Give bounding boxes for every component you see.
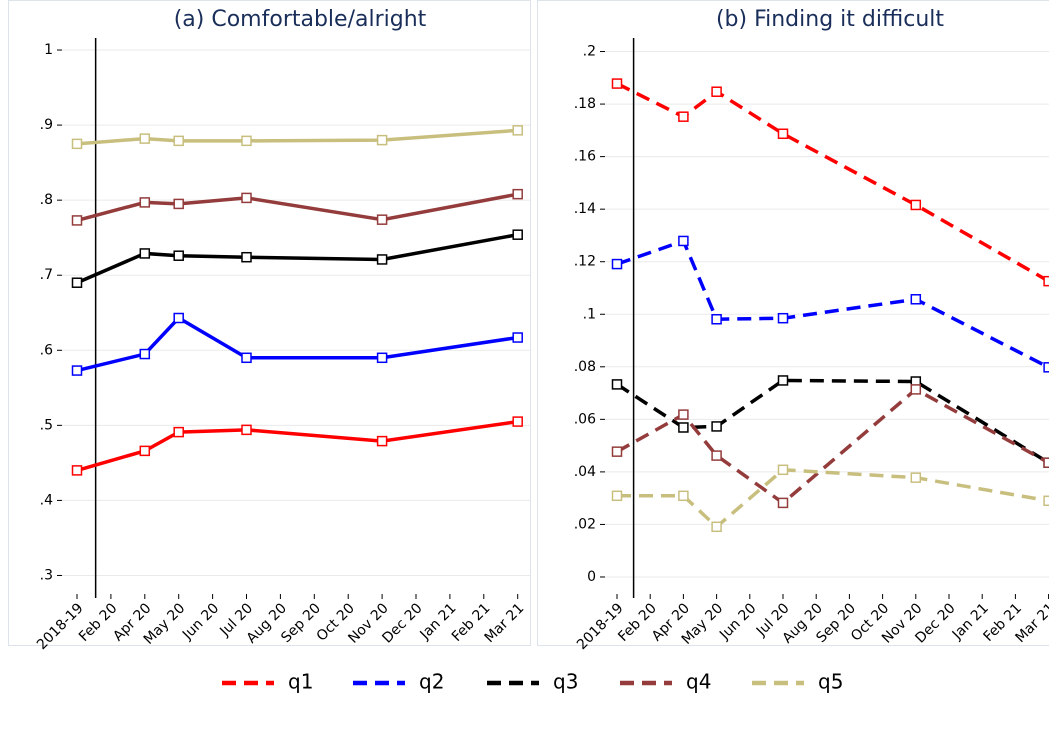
data-point [139, 248, 151, 259]
data-point [910, 294, 922, 305]
series-line [617, 468, 1049, 530]
data-point [611, 446, 623, 457]
data-point [376, 134, 388, 146]
data-point [777, 464, 789, 476]
data-point [1043, 275, 1049, 287]
y-tick-label: .9 [40, 117, 53, 133]
y-tick-label: .7 [40, 267, 53, 283]
y-tick-label: .5 [40, 417, 53, 433]
y-tick-label: .8 [40, 192, 53, 208]
data-point [611, 379, 623, 390]
data-point [1043, 495, 1049, 507]
data-point [777, 375, 789, 386]
panel-title: (b) Finding it difficult [716, 7, 944, 32]
data-point [173, 426, 184, 438]
data-point [139, 197, 151, 208]
y-tick-label: 0 [587, 569, 596, 585]
data-point [910, 384, 922, 395]
y-tick-label: .3 [40, 567, 53, 583]
data-point [241, 251, 252, 263]
data-point [512, 416, 523, 427]
panel-frame [537, 0, 1049, 646]
data-point [678, 111, 689, 122]
data-point [512, 332, 523, 343]
data-point [139, 133, 151, 144]
data-point [241, 135, 252, 147]
series-line [616, 82, 1049, 283]
y-tick-label: 1 [44, 42, 53, 58]
series-line [76, 192, 519, 223]
data-point [241, 192, 252, 204]
y-tick-label: .14 [574, 201, 596, 217]
legend-label: q3 [553, 670, 578, 694]
data-point [139, 348, 151, 360]
data-point [910, 472, 922, 483]
data-point [711, 450, 722, 461]
series-line [76, 315, 518, 373]
data-point [678, 422, 689, 433]
y-tick-label: .16 [574, 149, 596, 165]
panel-frame [8, 0, 531, 646]
data-point [611, 258, 623, 270]
data-point [71, 465, 83, 476]
series-line [76, 419, 518, 473]
data-point [711, 313, 722, 325]
y-tick-label: .06 [574, 411, 596, 427]
data-point [71, 365, 83, 376]
data-point [512, 188, 523, 200]
data-point [71, 138, 83, 150]
data-point [777, 497, 789, 509]
data-point [711, 521, 722, 533]
data-point [139, 445, 151, 457]
y-tick-label: .02 [574, 516, 596, 532]
data-point [376, 435, 388, 447]
data-point [173, 312, 184, 324]
data-point [1043, 457, 1049, 468]
data-point [376, 254, 388, 265]
series-line [76, 128, 518, 146]
data-point [1043, 362, 1049, 373]
data-point [777, 128, 789, 140]
data-point [711, 421, 722, 432]
data-point [910, 199, 922, 211]
y-tick-label: .12 [574, 254, 596, 270]
y-tick-label: .2 [583, 44, 596, 60]
y-tick-label: .08 [574, 359, 596, 375]
y-tick-label: .4 [40, 492, 53, 508]
data-point [777, 312, 789, 324]
data-point [376, 214, 388, 225]
data-point [678, 235, 689, 247]
data-point [173, 250, 184, 261]
data-point [241, 352, 252, 364]
y-tick-label: .04 [574, 464, 596, 480]
data-point [512, 125, 523, 136]
data-point [376, 352, 388, 364]
data-point [512, 229, 523, 240]
data-point [173, 135, 184, 147]
data-point [611, 78, 623, 89]
y-tick-label: .1 [583, 306, 596, 322]
data-point [241, 424, 252, 436]
data-point [678, 490, 689, 502]
data-point [678, 409, 689, 420]
series-line [616, 238, 1049, 369]
data-point [71, 277, 83, 288]
data-point [611, 490, 623, 502]
y-tick-label: .18 [574, 96, 596, 112]
data-point [173, 198, 184, 210]
legend-label: q1 [288, 670, 313, 694]
data-point [711, 86, 722, 97]
legend-label: q5 [818, 670, 843, 694]
legend-label: q4 [686, 670, 711, 694]
series-line [76, 232, 519, 285]
legend-label: q2 [419, 670, 444, 694]
y-tick-label: .6 [40, 342, 53, 358]
panel-title: (a) Comfortable/alright [174, 7, 427, 32]
data-point [71, 215, 83, 226]
